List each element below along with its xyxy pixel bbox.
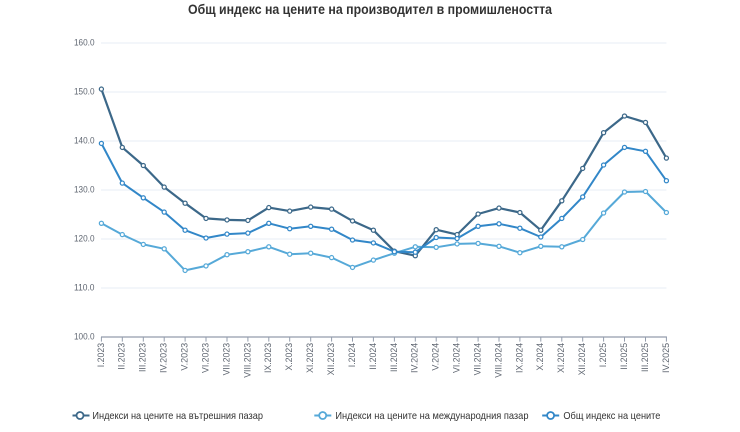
- svg-text:IV.2024: IV.2024: [410, 342, 421, 373]
- svg-text:110.0: 110.0: [74, 283, 95, 294]
- svg-text:140.0: 140.0: [74, 136, 95, 147]
- svg-text:XI.2023: XI.2023: [305, 343, 316, 373]
- svg-text:IX.2023: IX.2023: [263, 343, 274, 373]
- svg-text:I.2025: I.2025: [598, 343, 609, 367]
- svg-text:VIII.2024: VIII.2024: [493, 342, 504, 378]
- svg-text:I.2024: I.2024: [347, 342, 358, 367]
- svg-text:II.2025: II.2025: [619, 343, 630, 370]
- svg-text:X.2023: X.2023: [284, 343, 295, 371]
- svg-text:II.2023: II.2023: [117, 343, 128, 370]
- svg-text:160.0: 160.0: [74, 38, 95, 49]
- svg-text:VII.2023: VII.2023: [221, 343, 232, 376]
- svg-text:Общ индекс на цените на произв: Общ индекс на цените на производител в п…: [188, 1, 552, 17]
- svg-text:130.0: 130.0: [74, 185, 95, 196]
- svg-text:Индекси на цените на вътрешния: Индекси на цените на вътрешния пазар: [92, 410, 263, 422]
- svg-text:Общ индекс на цените: Общ индекс на цените: [563, 410, 660, 422]
- svg-text:VI.2024: VI.2024: [452, 342, 463, 373]
- svg-text:IV.2025: IV.2025: [661, 343, 672, 373]
- svg-text:IX.2024: IX.2024: [514, 342, 525, 373]
- svg-text:150.0: 150.0: [74, 87, 95, 98]
- svg-text:VI.2023: VI.2023: [200, 343, 211, 373]
- svg-text:X.2024: X.2024: [535, 342, 546, 370]
- svg-text:VIII.2023: VIII.2023: [242, 343, 253, 378]
- svg-text:VII.2024: VII.2024: [473, 342, 484, 375]
- svg-text:120.0: 120.0: [74, 234, 95, 245]
- svg-text:V.2024: V.2024: [431, 342, 442, 370]
- svg-text:III.2025: III.2025: [640, 343, 651, 372]
- svg-text:III.2023: III.2023: [138, 343, 149, 372]
- svg-text:II.2024: II.2024: [368, 342, 379, 369]
- svg-text:III.2024: III.2024: [389, 342, 400, 372]
- svg-text:XII.2024: XII.2024: [577, 342, 588, 375]
- svg-text:V.2023: V.2023: [180, 343, 191, 371]
- svg-text:XI.2024: XI.2024: [556, 342, 567, 373]
- svg-text:I.2023: I.2023: [96, 343, 107, 367]
- svg-text:IV.2023: IV.2023: [159, 343, 170, 373]
- svg-text:100.0: 100.0: [74, 332, 95, 343]
- svg-text:XII.2023: XII.2023: [326, 343, 337, 376]
- svg-text:Индекси на цените на междунаро: Индекси на цените на международния пазар: [335, 410, 528, 422]
